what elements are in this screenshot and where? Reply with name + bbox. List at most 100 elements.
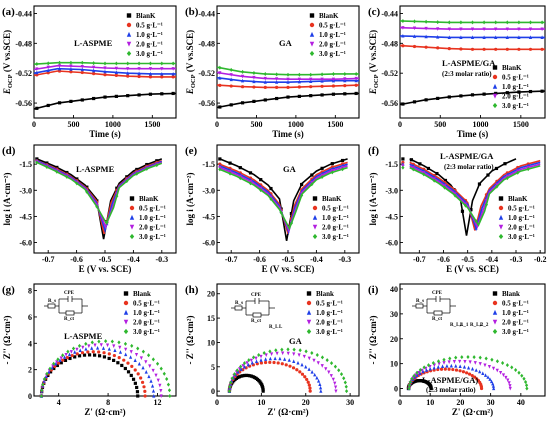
data-point bbox=[286, 80, 290, 84]
x-tick-label: 30 bbox=[346, 398, 354, 407]
data-point bbox=[297, 77, 301, 82]
data-point bbox=[344, 384, 348, 389]
data-point bbox=[35, 67, 39, 72]
data-point bbox=[35, 62, 39, 67]
data-point bbox=[171, 71, 175, 76]
data-point bbox=[97, 339, 101, 344]
data-point bbox=[123, 341, 128, 346]
legend-label: Blank bbox=[316, 290, 334, 298]
legend-marker bbox=[492, 291, 498, 296]
data-point bbox=[75, 347, 79, 352]
data-point bbox=[114, 66, 118, 71]
data-point bbox=[517, 35, 521, 39]
y-tick-label: -0.52 bbox=[15, 69, 32, 78]
data-point bbox=[101, 346, 106, 350]
data-point bbox=[505, 47, 509, 51]
data-point bbox=[248, 181, 253, 186]
data-point bbox=[86, 350, 90, 354]
y-tick-label: -3.0 bbox=[19, 186, 32, 195]
data-point bbox=[540, 89, 544, 93]
legend-label: Blank bbox=[133, 290, 151, 298]
data-point bbox=[103, 69, 107, 74]
data-point bbox=[505, 20, 509, 25]
legend-label: BlanK bbox=[502, 64, 522, 72]
data-point bbox=[329, 361, 334, 366]
x-axis-label: E (V vs. SCE) bbox=[446, 264, 499, 274]
data-point bbox=[63, 358, 68, 362]
data-point bbox=[436, 35, 440, 39]
data-point bbox=[135, 171, 139, 176]
data-point bbox=[148, 364, 152, 368]
data-point bbox=[401, 19, 405, 24]
data-point bbox=[275, 351, 279, 356]
chart-panel: -0.7 -0.6 -0.5 -0.4 -0.3 -6.0 -4.5 -3.0 -1.5 E (V… bbox=[2, 144, 177, 274]
data-point bbox=[236, 369, 240, 374]
data-point bbox=[401, 33, 405, 38]
legend-label: 2.0 g·L⁻¹ bbox=[322, 224, 349, 232]
data-point bbox=[429, 386, 433, 391]
data-point bbox=[97, 354, 102, 358]
data-point bbox=[300, 193, 304, 198]
legend-marker bbox=[123, 319, 129, 325]
data-point bbox=[487, 365, 492, 369]
data-point bbox=[470, 27, 475, 32]
data-point bbox=[85, 185, 89, 189]
y-tick-label: 30 bbox=[390, 310, 398, 319]
x-tick-label: 12 bbox=[153, 398, 161, 407]
data-point bbox=[286, 72, 290, 77]
x-tick-label: -0.5 bbox=[282, 255, 295, 264]
data-point bbox=[65, 170, 69, 175]
data-point bbox=[103, 95, 107, 99]
data-point bbox=[343, 83, 347, 88]
data-point bbox=[259, 361, 264, 365]
data-point bbox=[304, 349, 308, 354]
data-point bbox=[284, 363, 288, 367]
data-point bbox=[482, 47, 486, 51]
data-point bbox=[269, 197, 273, 201]
data-point bbox=[90, 340, 94, 345]
data-point bbox=[87, 353, 92, 357]
y-tick-label: -0.48 bbox=[198, 39, 215, 48]
x-tick-label: 500 bbox=[434, 120, 446, 129]
data-point bbox=[424, 19, 428, 24]
data-point bbox=[462, 364, 467, 369]
data-point bbox=[490, 357, 494, 362]
legend-label: BlanK bbox=[139, 195, 159, 203]
data-point bbox=[491, 384, 496, 388]
x-tick-label: 1000 bbox=[288, 120, 304, 129]
data-point bbox=[275, 80, 279, 84]
data-point bbox=[229, 103, 233, 107]
data-point bbox=[264, 357, 268, 361]
plot-frame bbox=[399, 283, 546, 397]
legend-marker bbox=[492, 93, 498, 99]
legend-marker bbox=[306, 291, 312, 296]
data-point bbox=[268, 356, 272, 361]
data-point bbox=[160, 92, 164, 96]
data-point bbox=[107, 356, 111, 361]
legend-marker bbox=[126, 31, 132, 37]
data-point bbox=[147, 374, 151, 379]
data-point bbox=[90, 346, 94, 350]
data-point bbox=[297, 72, 301, 77]
legend-label: 0.5 g·L⁻¹ bbox=[508, 205, 535, 213]
legend-label: 1.0 g·L⁻¹ bbox=[322, 214, 349, 222]
data-point bbox=[494, 91, 498, 96]
data-point bbox=[528, 47, 533, 51]
data-point bbox=[468, 360, 472, 365]
data-point bbox=[297, 353, 301, 358]
legend-marker bbox=[312, 224, 318, 230]
data-point bbox=[470, 20, 475, 25]
data-point bbox=[148, 75, 153, 79]
legend-label: 1.0 g·L⁻¹ bbox=[133, 309, 160, 317]
x-tick-label: 40 bbox=[517, 398, 525, 407]
data-point bbox=[418, 162, 422, 166]
data-point bbox=[160, 61, 164, 66]
data-point bbox=[451, 367, 455, 372]
data-point bbox=[102, 351, 106, 355]
legend-label: 2.0 g·L⁻¹ bbox=[508, 224, 535, 232]
data-point bbox=[517, 90, 521, 94]
x-tick-label: -0.6 bbox=[253, 255, 266, 264]
equivalent-circuit: R_s CPE R_ct R_L L bbox=[231, 293, 283, 330]
data-point bbox=[41, 382, 45, 387]
legend-marker bbox=[309, 50, 315, 57]
